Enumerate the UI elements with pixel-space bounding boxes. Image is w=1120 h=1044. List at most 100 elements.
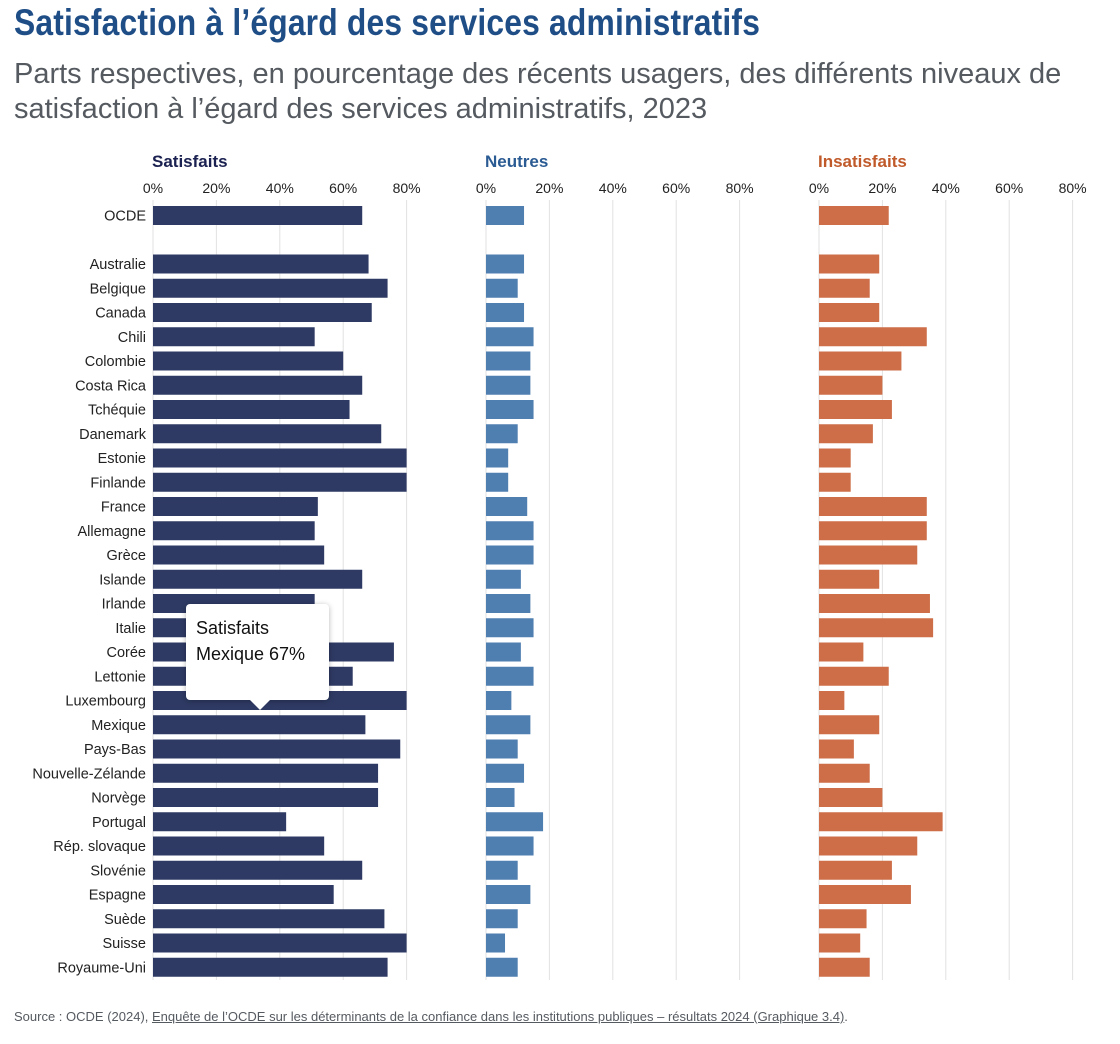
bar-neutres-5 — [486, 351, 531, 371]
bar-satisfaits-23 — [153, 788, 379, 807]
category-label: Norvège — [91, 791, 146, 807]
bar-satisfaits-3 — [153, 303, 372, 322]
category-label: Tchéquie — [88, 403, 146, 419]
bar-insatisfaits-28 — [819, 909, 867, 929]
bar-satisfaits-0 — [153, 206, 363, 225]
bar-neutres-10 — [486, 472, 509, 492]
tick-label-insatisfaits-40: 40% — [932, 180, 960, 196]
tick-label-satisfaits-20: 20% — [202, 180, 230, 196]
category-label: Irlande — [102, 597, 146, 613]
bar-insatisfaits-3 — [819, 303, 880, 322]
bar-insatisfaits-20 — [819, 715, 880, 735]
bar-insatisfaits-30 — [819, 957, 870, 977]
tick-label-satisfaits-40: 40% — [266, 180, 294, 196]
bar-insatisfaits-11 — [819, 497, 927, 516]
bar-neutres-1 — [486, 254, 525, 274]
bar-satisfaits-21 — [153, 739, 401, 759]
bar-neutres-2 — [486, 278, 518, 298]
bar-insatisfaits-24 — [819, 812, 943, 832]
category-label: Chili — [118, 330, 146, 346]
category-label: OCDE — [104, 209, 146, 225]
category-label: Estonie — [98, 451, 146, 467]
bar-satisfaits-22 — [153, 763, 379, 783]
bar-insatisfaits-21 — [819, 739, 854, 759]
tooltip-value: Mexique 67% — [196, 644, 306, 664]
bar-satisfaits-11 — [153, 497, 318, 516]
bar-neutres-16 — [486, 618, 534, 638]
bar-neutres-17 — [486, 642, 521, 662]
category-label: Allemagne — [77, 524, 146, 540]
bar-satisfaits-24 — [153, 812, 287, 832]
bar-satisfaits-30 — [153, 957, 388, 977]
source-suffix: . — [844, 1009, 848, 1024]
panel-title-insatisfaits: Insatisfaits — [818, 152, 907, 171]
source-link[interactable]: Enquête de l’OCDE sur les déterminants d… — [152, 1009, 845, 1024]
bar-neutres-27 — [486, 885, 531, 904]
bar-insatisfaits-6 — [819, 375, 883, 395]
category-label: Mexique — [91, 718, 146, 734]
category-label: Danemark — [79, 427, 147, 443]
bar-neutres-9 — [486, 448, 509, 468]
bar-neutres-22 — [486, 763, 525, 783]
bar-insatisfaits-5 — [819, 351, 902, 371]
category-label: Luxembourg — [65, 694, 146, 710]
bar-insatisfaits-0 — [819, 206, 889, 225]
bar-satisfaits-9 — [153, 448, 407, 468]
bar-neutres-19 — [486, 691, 512, 710]
tick-label-neutres-80: 80% — [726, 180, 754, 196]
category-label: Royaume-Uni — [57, 960, 146, 976]
bar-insatisfaits-9 — [819, 448, 851, 468]
bar-insatisfaits-27 — [819, 885, 911, 904]
bar-satisfaits-2 — [153, 278, 388, 298]
tick-label-satisfaits-80: 80% — [393, 180, 421, 196]
category-label: France — [101, 500, 146, 516]
bar-insatisfaits-23 — [819, 788, 883, 807]
bar-satisfaits-12 — [153, 521, 315, 541]
bar-neutres-21 — [486, 739, 518, 759]
bar-satisfaits-7 — [153, 400, 350, 419]
bar-insatisfaits-16 — [819, 618, 934, 638]
bar-neutres-25 — [486, 836, 534, 856]
bar-insatisfaits-15 — [819, 594, 930, 613]
chart-title: Satisfaction à l’égard des services admi… — [14, 2, 761, 43]
bar-neutres-13 — [486, 545, 534, 565]
tick-label-satisfaits-0: 0% — [143, 180, 163, 196]
tick-label-neutres-40: 40% — [599, 180, 627, 196]
bar-insatisfaits-19 — [819, 691, 845, 710]
tick-label-neutres-20: 20% — [535, 180, 563, 196]
bar-insatisfaits-17 — [819, 642, 864, 662]
bar-satisfaits-6 — [153, 375, 363, 395]
bar-insatisfaits-26 — [819, 860, 892, 880]
category-label: Corée — [107, 645, 147, 661]
tick-label-insatisfaits-80: 80% — [1059, 180, 1087, 196]
bar-satisfaits-29 — [153, 933, 407, 953]
bar-neutres-23 — [486, 788, 515, 807]
bar-satisfaits-1 — [153, 254, 369, 274]
bar-neutres-3 — [486, 303, 525, 322]
category-label: Belgique — [90, 281, 146, 297]
panel-title-satisfaits: Satisfaits — [152, 152, 228, 171]
bar-insatisfaits-1 — [819, 254, 880, 274]
category-label: Grèce — [107, 548, 147, 564]
bar-neutres-30 — [486, 957, 518, 977]
category-label: Islande — [99, 572, 146, 588]
tick-label-neutres-60: 60% — [662, 180, 690, 196]
bar-neutres-11 — [486, 497, 528, 516]
category-label: Espagne — [89, 888, 146, 904]
tick-label-insatisfaits-20: 20% — [868, 180, 896, 196]
category-label: Rép. slovaque — [53, 839, 146, 855]
bar-insatisfaits-29 — [819, 933, 861, 953]
category-label: Australie — [90, 257, 146, 273]
bar-neutres-15 — [486, 594, 531, 613]
tooltip-series: Satisfaits — [196, 618, 270, 638]
bar-insatisfaits-22 — [819, 763, 870, 783]
source-prefix: Source : OCDE (2024), — [14, 1009, 152, 1024]
category-label: Pays-Bas — [84, 742, 146, 758]
bar-insatisfaits-25 — [819, 836, 918, 856]
bar-satisfaits-5 — [153, 351, 344, 371]
category-label: Nouvelle-Zélande — [32, 766, 146, 782]
bar-neutres-28 — [486, 909, 518, 929]
bar-insatisfaits-10 — [819, 472, 851, 492]
bar-satisfaits-20 — [153, 715, 366, 735]
category-label: Suède — [104, 912, 146, 928]
